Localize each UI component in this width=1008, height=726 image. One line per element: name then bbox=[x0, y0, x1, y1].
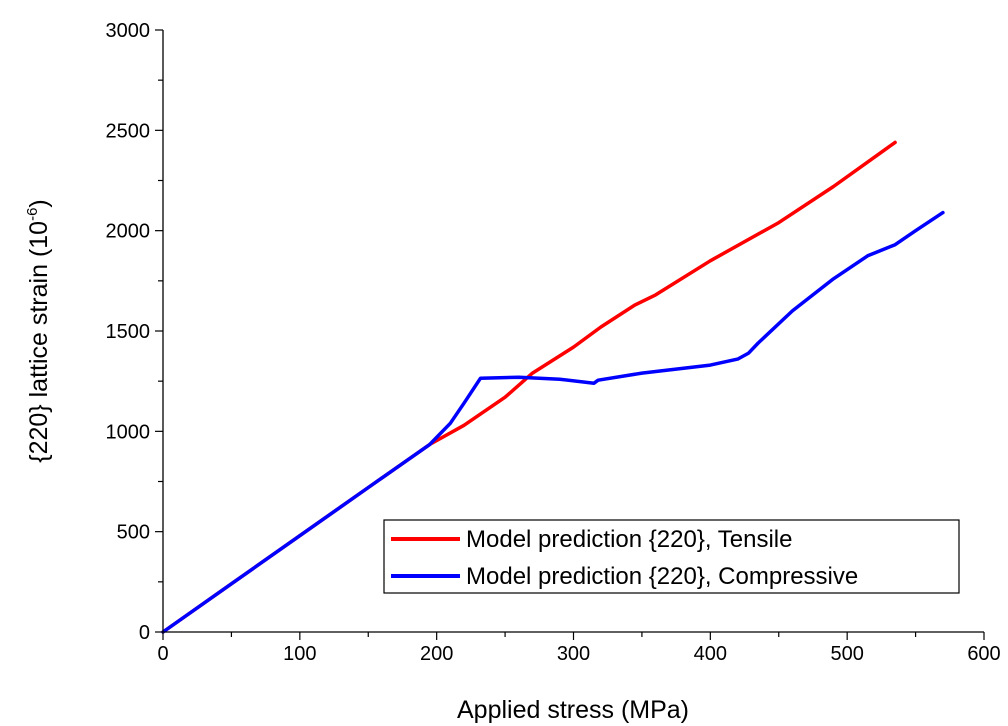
ticks: 0 100 200 300 400 500 600 0 500 1000 1500 2000 2500 3… bbox=[106, 20, 1001, 665]
y-tick-label: 2500 bbox=[106, 120, 151, 142]
x-tick-label: 400 bbox=[694, 643, 727, 665]
y-axis-title-close: ) bbox=[25, 199, 53, 207]
x-axis-title: Applied stress (MPa) bbox=[457, 696, 689, 724]
legend-label-compressive: Model prediction {220}, Compressive bbox=[466, 563, 858, 590]
y-tick-label: 3000 bbox=[106, 20, 151, 42]
y-tick-label: 2000 bbox=[106, 221, 151, 243]
legend-label-tensile: Model prediction {220}, Tensile bbox=[466, 526, 792, 553]
x-tick-label: 200 bbox=[420, 643, 453, 665]
x-tick-label: 0 bbox=[157, 643, 168, 665]
y-tick-label: 0 bbox=[139, 622, 150, 644]
legend-box bbox=[383, 519, 960, 594]
series-line-compressive bbox=[161, 210, 945, 634]
y-tick-label: 500 bbox=[117, 522, 150, 544]
y-axis-title: {220} lattice strain (10-6) bbox=[24, 199, 53, 463]
y-tick-label: 1000 bbox=[106, 421, 151, 443]
x-tick-label: 300 bbox=[557, 643, 590, 665]
legend: Model prediction {220}, Tensile Model pr… bbox=[383, 519, 960, 594]
y-axis-title-main: {220} lattice strain (10 bbox=[25, 221, 53, 463]
x-tick-label: 100 bbox=[283, 643, 316, 665]
plot-lines bbox=[161, 140, 945, 634]
x-tick-label: 500 bbox=[830, 643, 863, 665]
y-tick-label: 1500 bbox=[106, 321, 151, 343]
y-axis-title-exponent: -6 bbox=[24, 208, 41, 221]
x-tick-label: 600 bbox=[967, 643, 1000, 665]
